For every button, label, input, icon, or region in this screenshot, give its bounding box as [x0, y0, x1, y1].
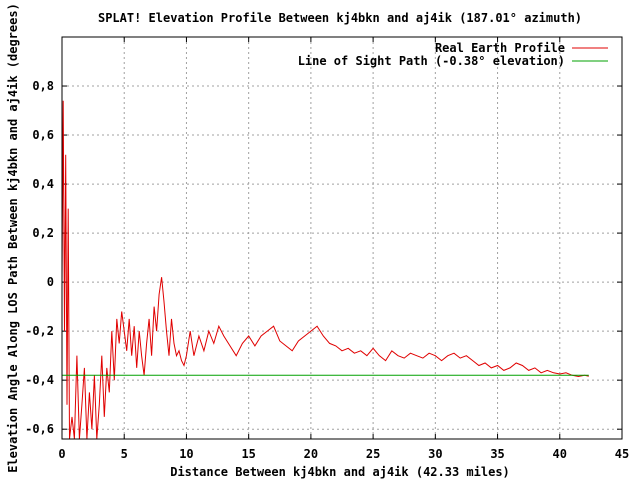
y-tick-label: -0,6 [25, 422, 54, 436]
x-tick-label: 40 [553, 447, 567, 461]
legend-label: Line of Sight Path (-0.38° elevation) [298, 54, 565, 68]
y-tick-label: 0 [47, 275, 54, 289]
x-tick-label: 30 [428, 447, 442, 461]
y-tick-label: -0,4 [25, 373, 54, 387]
series-lines [61, 100, 589, 440]
y-tick-label: 0,4 [32, 177, 54, 191]
x-tick-label: 10 [179, 447, 193, 461]
y-tick-label: 0,6 [32, 128, 54, 142]
x-axis-ticks: 0 5 10 15 20 25 30 35 40 45 [58, 37, 629, 461]
y-tick-label: -0,2 [25, 324, 54, 338]
x-tick-label: 5 [121, 447, 128, 461]
x-tick-label: 35 [490, 447, 504, 461]
y-tick-label: 0,2 [32, 226, 54, 240]
chart-title: SPLAT! Elevation Profile Between kj4bkn … [98, 11, 582, 25]
x-axis-label: Distance Between kj4bkn and aj4ik (42.33… [170, 465, 510, 479]
y-tick-label: 0,8 [32, 79, 54, 93]
legend-label: Real Earth Profile [435, 41, 565, 55]
grid-lines [62, 37, 622, 439]
x-tick-label: 0 [58, 447, 65, 461]
y-axis-label: Elevation Angle Along LOS Path Between k… [6, 3, 20, 473]
x-tick-label: 45 [615, 447, 629, 461]
x-tick-label: 15 [241, 447, 255, 461]
x-tick-label: 25 [366, 447, 380, 461]
x-tick-label: 20 [304, 447, 318, 461]
plot-area-frame [61, 36, 623, 440]
series-line-real-earth-profile [61, 100, 589, 440]
y-axis-ticks: -0,6 -0,4 -0,2 0 0,2 0,4 0,6 0,8 [25, 79, 622, 436]
